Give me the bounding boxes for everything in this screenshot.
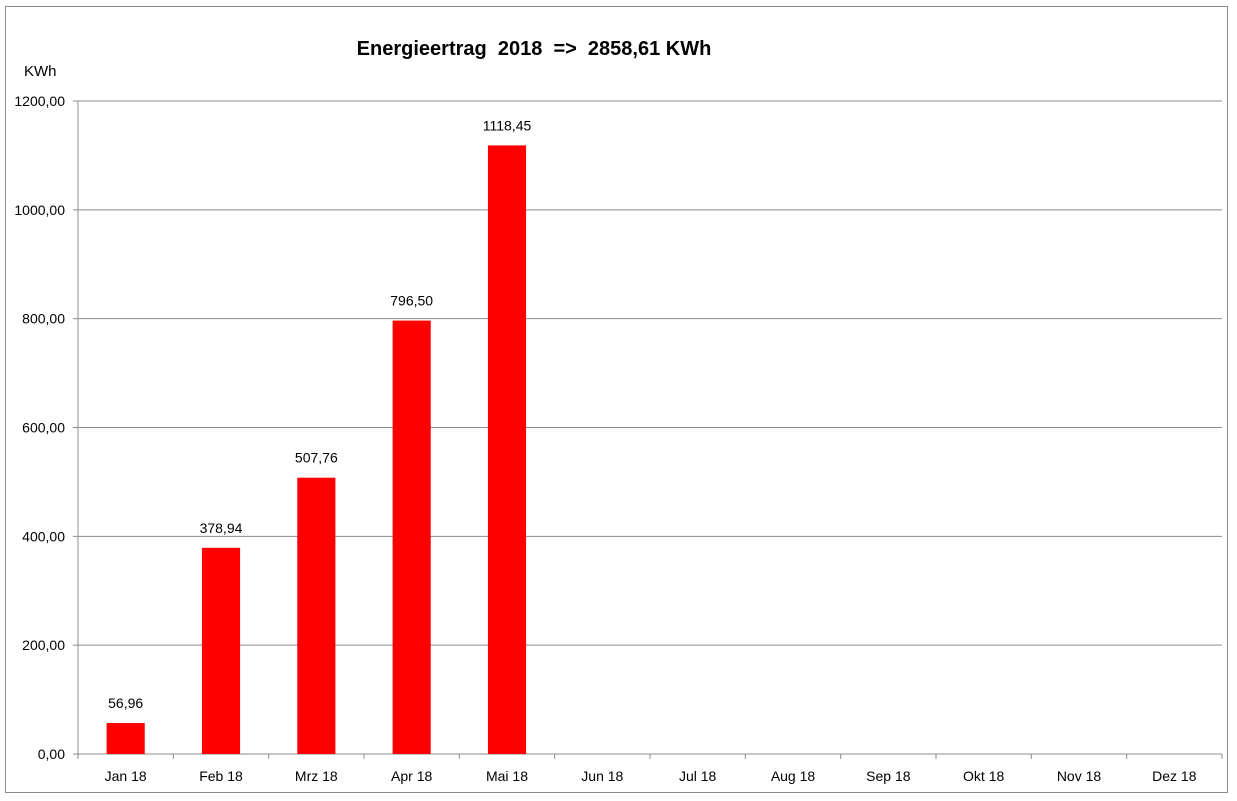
x-tick-label: Nov 18 <box>1057 768 1102 784</box>
data-label: 796,50 <box>390 293 433 309</box>
data-labels: 56,96 378,94 507,76 796,50 1118,45 <box>108 117 531 711</box>
x-tick-label: Jul 18 <box>679 768 717 784</box>
axes <box>73 100 1223 759</box>
x-tick-label: Jun 18 <box>581 768 623 784</box>
bars <box>106 145 527 755</box>
x-tick-label: Mrz 18 <box>295 768 338 784</box>
y-tick-label: 1000,00 <box>14 202 65 218</box>
y-tick-label: 600,00 <box>22 420 65 436</box>
x-tick-label: Feb 18 <box>199 768 243 784</box>
bar-feb-18 <box>201 547 241 754</box>
x-tick-label: Okt 18 <box>963 768 1004 784</box>
y-tick-label: 0,00 <box>38 746 65 762</box>
gridlines <box>78 100 1222 646</box>
y-tick-label: 400,00 <box>22 528 65 544</box>
bar-mrz-18 <box>297 477 336 754</box>
x-tick-label: Aug 18 <box>771 768 816 784</box>
x-tick-label: Mai 18 <box>486 768 528 784</box>
data-label: 507,76 <box>295 450 338 466</box>
data-label: 378,94 <box>200 520 243 536</box>
x-tick-label: Sep 18 <box>866 768 911 784</box>
chart-title: Energieertrag 2018 => 2858,61 KWh <box>356 38 712 60</box>
x-tick-label: Jan 18 <box>105 768 147 784</box>
y-tick-label: 800,00 <box>22 311 65 327</box>
data-label: 1118,45 <box>483 117 532 133</box>
y-axis-unit-label: KWh <box>24 63 57 80</box>
y-tick-labels: 0,00 200,00 400,00 600,00 800,00 1000,00 1200,… <box>14 93 65 762</box>
data-label: 56,96 <box>108 695 143 711</box>
bar-apr-18 <box>392 320 431 754</box>
bar-mai-18 <box>487 145 527 755</box>
x-tick-label: Apr 18 <box>391 768 432 784</box>
y-tick-label: 1200,00 <box>14 93 65 109</box>
x-tick-label: Dez 18 <box>1152 768 1197 784</box>
bar-jan-18 <box>106 723 145 754</box>
y-tick-label: 200,00 <box>22 637 65 653</box>
x-tick-labels: Jan 18 Feb 18 Mrz 18 Apr 18 Mai 18 Jun 18 Jul … <box>105 768 1197 784</box>
